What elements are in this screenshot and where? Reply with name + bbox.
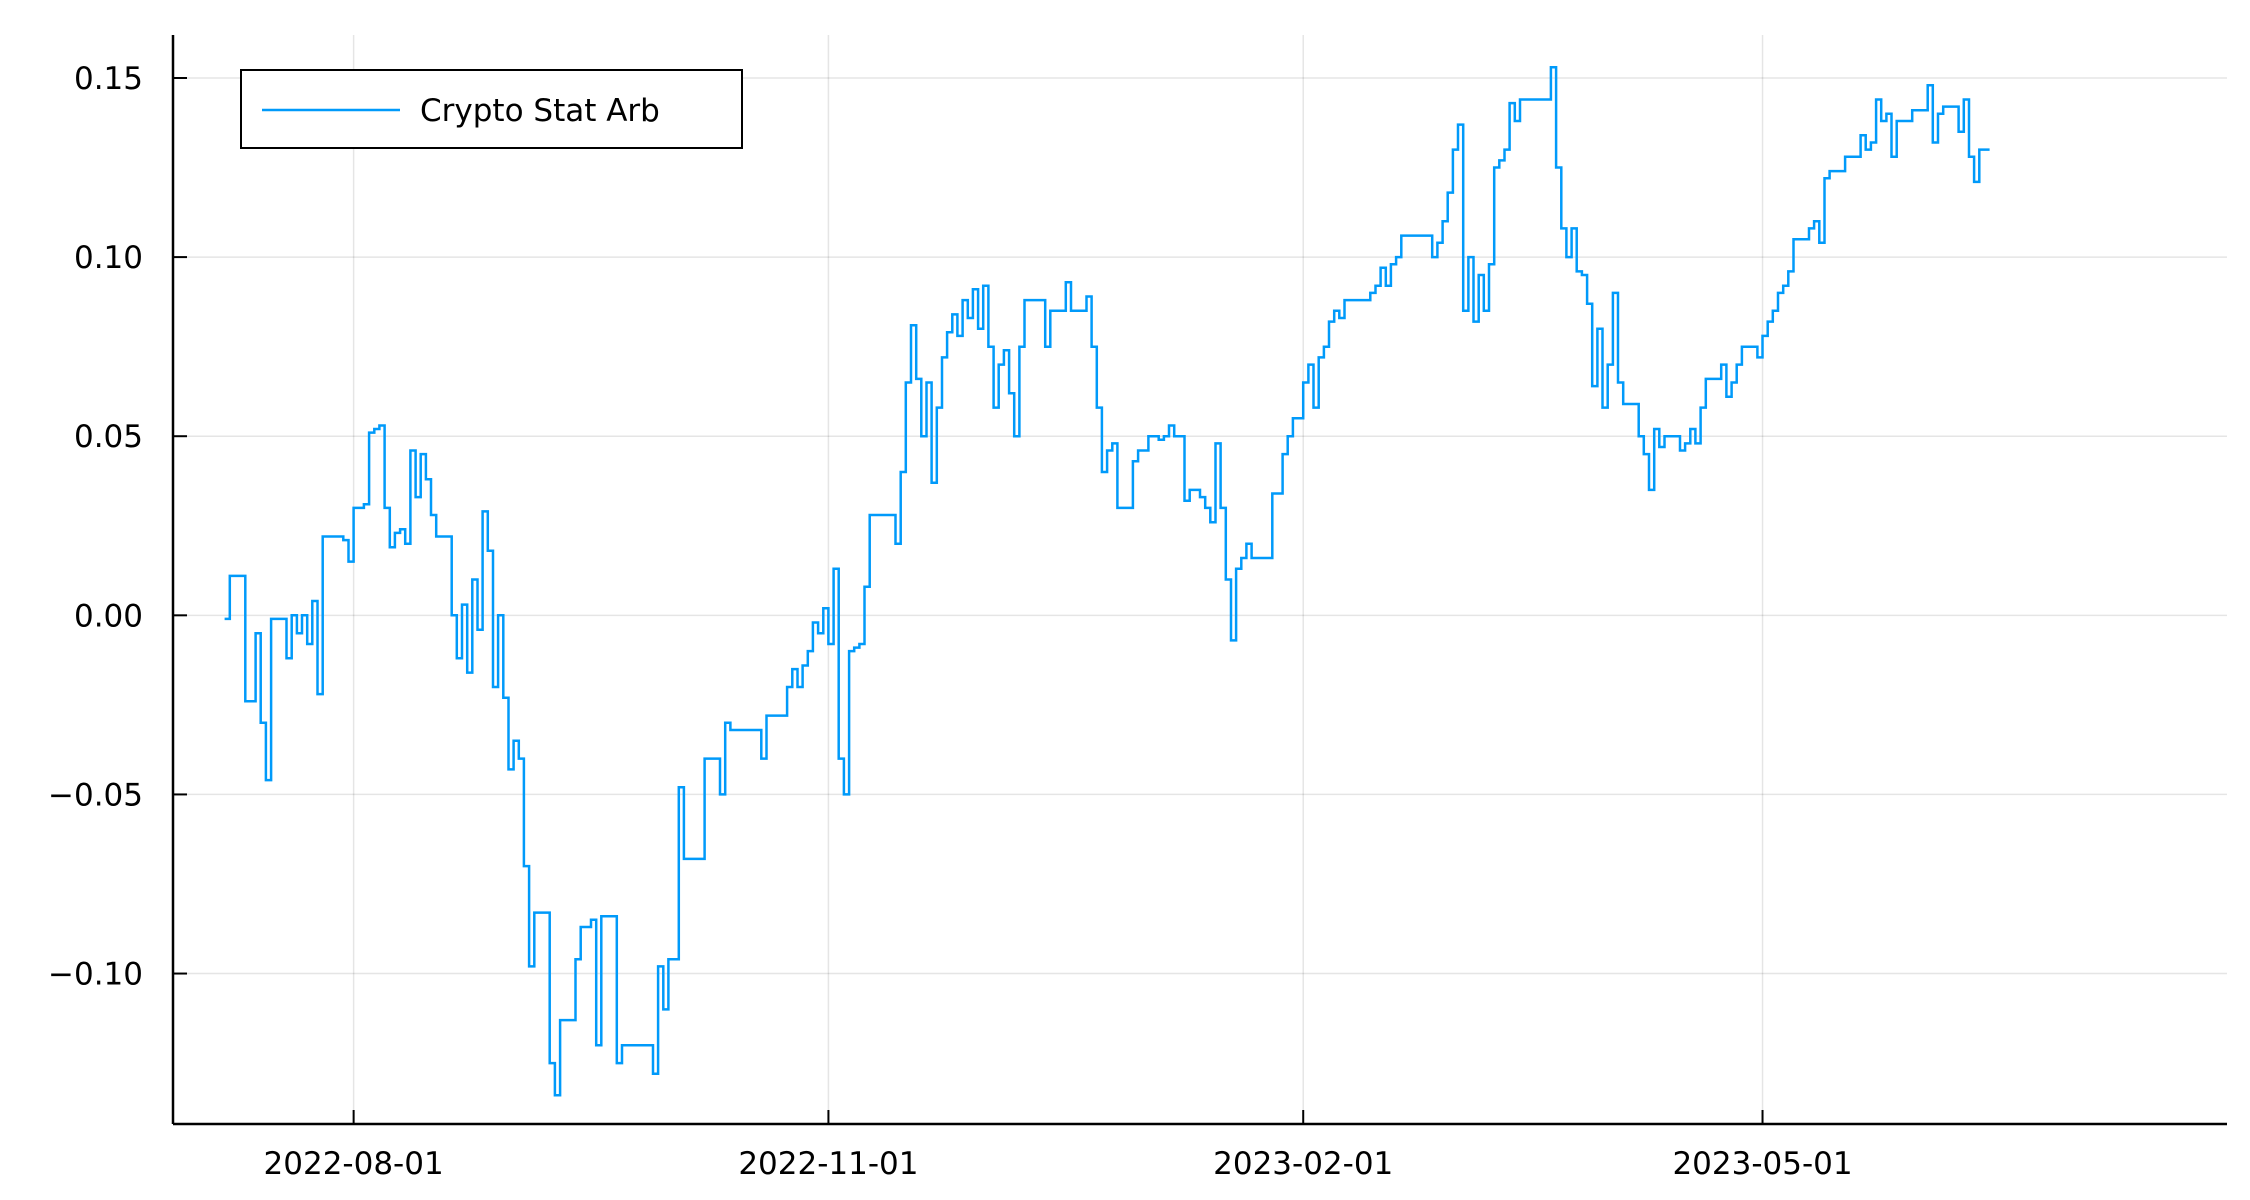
series xyxy=(224,65,1990,1097)
y-tick-label: 0.00 xyxy=(74,598,143,634)
y-tick-label: −0.05 xyxy=(48,777,143,813)
legend: Crypto Stat Arb xyxy=(240,69,743,149)
series-line xyxy=(224,65,1990,1097)
y-tick-label: 0.10 xyxy=(74,240,143,276)
x-tick-label: 2023-05-01 xyxy=(1672,1146,1852,1182)
y-tick-label: −0.10 xyxy=(48,957,143,993)
grid xyxy=(173,35,2227,1124)
x-tick-label: 2022-11-01 xyxy=(738,1146,918,1182)
y-tick-label: 0.05 xyxy=(74,419,143,455)
x-tick-label: 2022-08-01 xyxy=(264,1146,444,1182)
x-tick-label: 2023-02-01 xyxy=(1213,1146,1393,1182)
y-tick-label: 0.15 xyxy=(74,61,143,97)
legend-label: Crypto Stat Arb xyxy=(420,93,660,129)
axes: 2022-08-01 2022-11-01 2023-02-01 2023-05-01… xyxy=(48,35,2227,1182)
